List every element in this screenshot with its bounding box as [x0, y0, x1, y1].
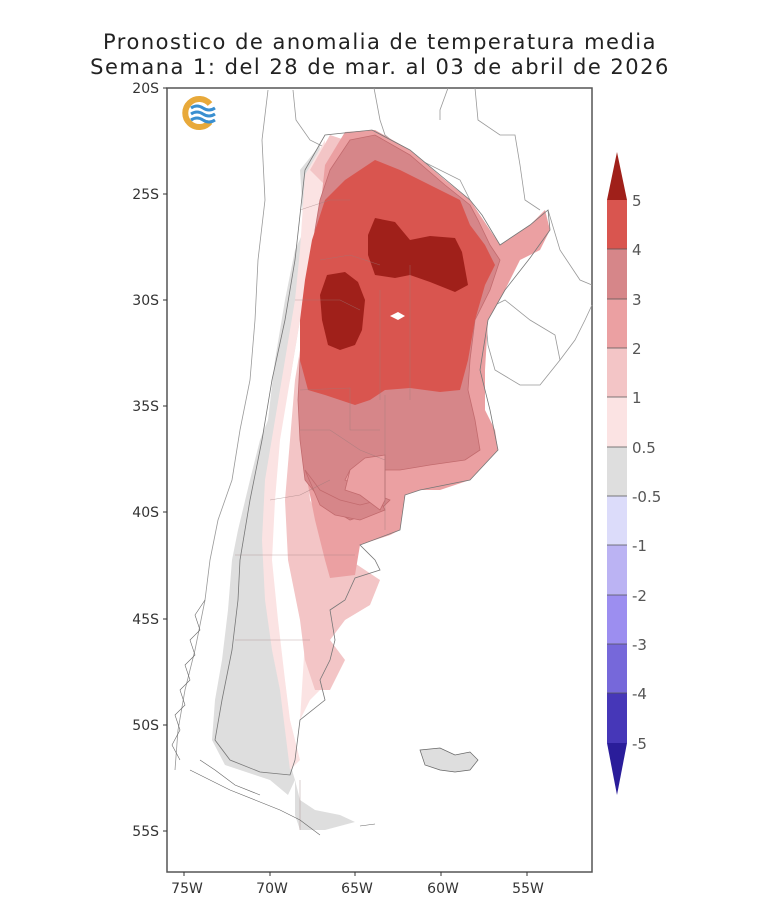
colorbar-label-3: 3: [632, 291, 642, 309]
anomaly-neutral-malvinas: [419, 747, 479, 773]
colorbar-label-neg3: -3: [632, 636, 647, 654]
agency-logo: [182, 96, 216, 130]
lat-label-55s: 55S: [132, 824, 159, 840]
lon-label-75w: 75W: [171, 881, 203, 897]
province-borders: [235, 199, 411, 830]
anomaly-1to2-region: [285, 135, 380, 690]
anomaly-0.5to1-region: [262, 140, 325, 770]
map-subtitle: Semana 1: del 28 de mar. al 03 de abril …: [90, 55, 670, 79]
chile-fjords: [171, 599, 376, 836]
anomaly-neutral-tdf: [295, 780, 355, 830]
lat-label-25s: 25S: [132, 187, 159, 203]
anomaly-neutral-region: [212, 145, 320, 795]
latitude-axis: 20S 25S 30S 35S 40S 45S 50S 55S: [132, 81, 167, 840]
lon-label-70w: 70W: [256, 881, 288, 897]
anomaly-gt5-core-east: [368, 218, 468, 292]
colorbar-label-2: 2: [632, 340, 642, 358]
lat-label-50s: 50S: [132, 718, 159, 734]
colorbar-label-0.5: 0.5: [632, 439, 656, 457]
anomaly-gt5-core-west: [320, 272, 365, 350]
lon-label-65w: 65W: [341, 881, 373, 897]
colorbar-label-neg1: -1: [632, 537, 647, 555]
map-title: Pronostico de anomalia de temperatura me…: [103, 30, 657, 54]
colorbar: 5 4 3 2 1 0.5 -0.5 -1 -2 -3 -4 -5: [607, 152, 661, 795]
lon-label-60w: 60W: [427, 881, 459, 897]
salinas-hole: [390, 312, 405, 320]
lat-label-45s: 45S: [132, 612, 159, 628]
colorbar-label-neg0.5: -0.5: [632, 488, 661, 506]
lat-label-30s: 30S: [132, 293, 159, 309]
colorbar-label-1: 1: [632, 389, 642, 407]
colorbar-label-neg2: -2: [632, 587, 647, 605]
colorbar-label-neg4: -4: [632, 685, 647, 703]
lon-label-55w: 55W: [512, 881, 544, 897]
colorbar-label-4: 4: [632, 241, 642, 259]
colorbar-label-5: 5: [632, 192, 642, 210]
colorbar-label-neg5: -5: [632, 735, 647, 753]
longitude-axis: 75W 70W 65W 60W 55W: [171, 872, 544, 897]
lat-label-20s: 20S: [132, 81, 159, 97]
logo-wave-icon: [190, 104, 216, 112]
logo-ring-icon: [182, 96, 213, 130]
lat-label-35s: 35S: [132, 399, 159, 415]
argentina-outline: [214, 129, 551, 776]
lat-label-40s: 40S: [132, 505, 159, 521]
